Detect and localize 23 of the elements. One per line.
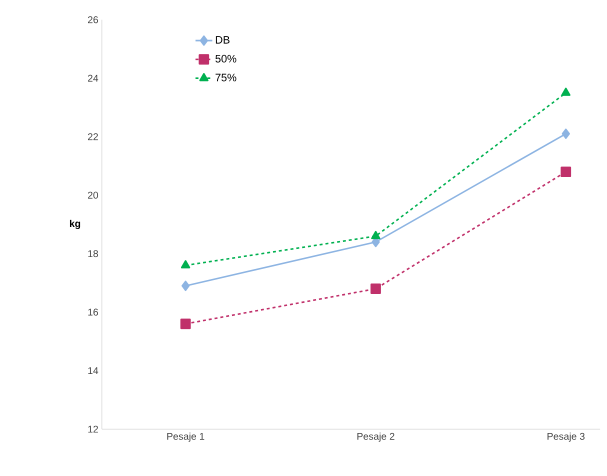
y-tick-label: 16 <box>88 308 98 316</box>
y-tick-label: 12 <box>88 425 98 432</box>
point <box>560 166 572 177</box>
legend-label: 75% <box>216 74 236 82</box>
y-tick-label: 22 <box>88 133 98 140</box>
x-tick-label: Pesaje 2 <box>357 432 394 442</box>
point <box>180 260 190 268</box>
y-axis-title: kg <box>70 220 80 229</box>
point <box>180 318 191 329</box>
y-tick-label: 26 <box>88 16 98 23</box>
y-tick-label: 18 <box>88 250 98 257</box>
point <box>370 283 381 294</box>
point <box>562 128 570 139</box>
y-tick-label: 24 <box>88 74 98 82</box>
y-tick-label: 14 <box>88 367 98 374</box>
point <box>371 230 380 239</box>
y-tick-label: 20 <box>88 191 98 198</box>
x-tick-label: Pesaje 3 <box>548 432 585 442</box>
legend-label: 50% <box>215 54 236 62</box>
point <box>561 87 570 96</box>
x-tick-label: Pesaje 1 <box>167 432 204 442</box>
point <box>181 280 190 291</box>
legend-label: DB <box>216 36 230 44</box>
